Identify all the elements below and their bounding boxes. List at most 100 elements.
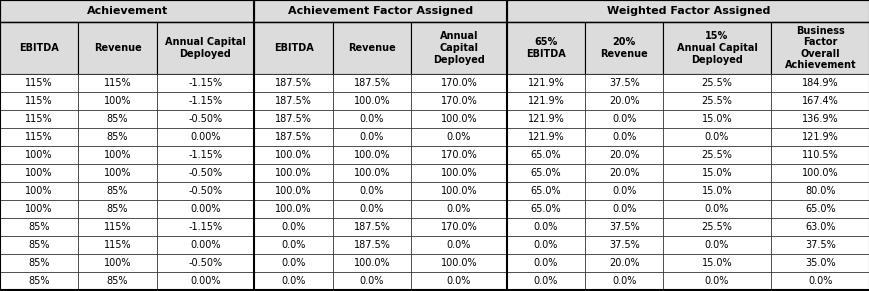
- Text: 187.5%: 187.5%: [275, 132, 312, 142]
- Text: 0.0%: 0.0%: [533, 258, 557, 268]
- Text: 115%: 115%: [25, 78, 53, 88]
- Bar: [0, 272, 78, 290]
- Bar: [332, 110, 411, 128]
- Bar: [332, 128, 411, 146]
- Bar: [770, 164, 869, 182]
- Bar: [663, 74, 770, 92]
- Bar: [411, 92, 506, 110]
- Text: -1.15%: -1.15%: [189, 96, 222, 106]
- Text: 0.0%: 0.0%: [533, 276, 557, 286]
- Text: 0.0%: 0.0%: [359, 204, 383, 214]
- Bar: [78, 182, 156, 200]
- Text: 20.0%: 20.0%: [608, 96, 639, 106]
- Text: 65.0%: 65.0%: [530, 186, 561, 196]
- Text: 115%: 115%: [103, 240, 131, 250]
- Bar: [332, 236, 411, 254]
- Bar: [506, 146, 585, 164]
- Bar: [254, 146, 332, 164]
- Bar: [78, 74, 156, 92]
- Bar: [156, 92, 254, 110]
- Text: 187.5%: 187.5%: [275, 96, 312, 106]
- Bar: [585, 146, 663, 164]
- Text: 15.0%: 15.0%: [701, 114, 732, 124]
- Text: 0.00%: 0.00%: [190, 132, 221, 142]
- Bar: [663, 182, 770, 200]
- Bar: [0, 164, 78, 182]
- Text: 115%: 115%: [25, 132, 53, 142]
- Bar: [332, 272, 411, 290]
- Bar: [663, 92, 770, 110]
- Text: 65.0%: 65.0%: [804, 204, 834, 214]
- Text: 25.5%: 25.5%: [700, 96, 732, 106]
- Bar: [254, 272, 332, 290]
- Text: 0.0%: 0.0%: [533, 240, 557, 250]
- Bar: [411, 74, 506, 92]
- Bar: [411, 254, 506, 272]
- Bar: [506, 182, 585, 200]
- Bar: [332, 218, 411, 236]
- Text: 35.0%: 35.0%: [804, 258, 834, 268]
- Bar: [254, 110, 332, 128]
- Text: 100.0%: 100.0%: [275, 204, 311, 214]
- Text: Revenue: Revenue: [348, 43, 395, 53]
- Bar: [156, 22, 254, 74]
- Bar: [506, 74, 585, 92]
- Bar: [585, 74, 663, 92]
- Bar: [506, 164, 585, 182]
- Text: 0.0%: 0.0%: [281, 258, 305, 268]
- Text: EBITDA: EBITDA: [274, 43, 313, 53]
- Text: 187.5%: 187.5%: [275, 114, 312, 124]
- Bar: [663, 272, 770, 290]
- Text: 187.5%: 187.5%: [275, 78, 312, 88]
- Bar: [254, 254, 332, 272]
- Bar: [770, 218, 869, 236]
- Bar: [663, 128, 770, 146]
- Text: 100.0%: 100.0%: [353, 96, 390, 106]
- Text: 100%: 100%: [25, 186, 53, 196]
- Text: 100.0%: 100.0%: [353, 150, 390, 160]
- Bar: [663, 22, 770, 74]
- Text: 100%: 100%: [103, 150, 131, 160]
- Text: 15.0%: 15.0%: [701, 186, 732, 196]
- Text: 85%: 85%: [29, 258, 50, 268]
- Text: 136.9%: 136.9%: [801, 114, 838, 124]
- Bar: [332, 164, 411, 182]
- Text: 65.0%: 65.0%: [530, 204, 561, 214]
- Bar: [585, 110, 663, 128]
- Text: 100%: 100%: [25, 168, 53, 178]
- Text: 100.0%: 100.0%: [440, 186, 477, 196]
- Text: 100%: 100%: [103, 168, 131, 178]
- Bar: [78, 236, 156, 254]
- Bar: [156, 236, 254, 254]
- Text: 25.5%: 25.5%: [700, 222, 732, 232]
- Bar: [770, 22, 869, 74]
- Bar: [78, 254, 156, 272]
- Bar: [770, 92, 869, 110]
- Bar: [663, 236, 770, 254]
- Text: 0.0%: 0.0%: [704, 276, 728, 286]
- Text: 15.0%: 15.0%: [701, 258, 732, 268]
- Bar: [506, 92, 585, 110]
- Text: 115%: 115%: [25, 96, 53, 106]
- Text: 80.0%: 80.0%: [804, 186, 834, 196]
- Text: Weighted Factor Assigned: Weighted Factor Assigned: [606, 6, 769, 16]
- Text: 167.4%: 167.4%: [801, 96, 838, 106]
- Text: 115%: 115%: [103, 222, 131, 232]
- Text: 63.0%: 63.0%: [804, 222, 834, 232]
- Text: -0.50%: -0.50%: [189, 168, 222, 178]
- Bar: [770, 236, 869, 254]
- Text: 85%: 85%: [107, 132, 129, 142]
- Text: -1.15%: -1.15%: [189, 78, 222, 88]
- Bar: [585, 164, 663, 182]
- Text: 85%: 85%: [107, 186, 129, 196]
- Text: 100.0%: 100.0%: [801, 168, 838, 178]
- Bar: [770, 74, 869, 92]
- Bar: [770, 146, 869, 164]
- Bar: [0, 218, 78, 236]
- Bar: [585, 272, 663, 290]
- Text: 20.0%: 20.0%: [608, 258, 639, 268]
- Bar: [78, 110, 156, 128]
- Text: 100%: 100%: [25, 150, 53, 160]
- Text: 184.9%: 184.9%: [801, 78, 838, 88]
- Text: 37.5%: 37.5%: [608, 78, 639, 88]
